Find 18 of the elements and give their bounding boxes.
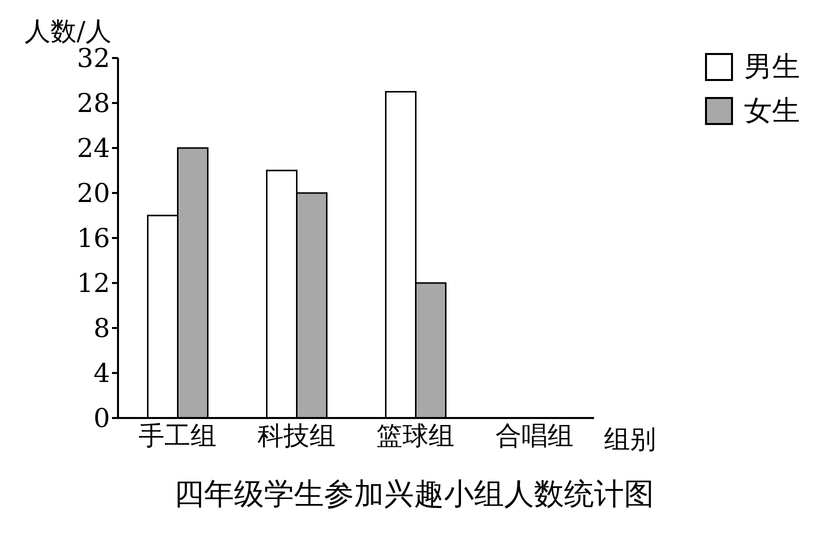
y-axis-title: 人数/人 (24, 17, 112, 47)
y-tick-label: 20 (76, 179, 110, 210)
y-tick-label: 0 (93, 404, 110, 434)
x-tick-label: 合唱组 (496, 421, 574, 452)
x-tick-label: 篮球组 (376, 421, 454, 452)
y-tick-label: 24 (76, 134, 110, 164)
y-tick-label: 4 (93, 359, 110, 390)
y-tick-label: 28 (76, 89, 110, 120)
legend-label: 男生 (744, 49, 800, 85)
y-tick-label: 12 (76, 269, 110, 300)
x-axis-title: 组别 (604, 425, 656, 456)
text: 四年级学生参加兴趣小组人数统计图 (173, 476, 655, 514)
x-tick-label: 手工组 (138, 421, 216, 452)
legend-label: 女生 (744, 93, 800, 129)
y-tick-label: 16 (76, 224, 110, 254)
y-tick-label: 32 (76, 44, 110, 74)
x-tick-label: 科技组 (258, 421, 336, 452)
y-tick-label: 8 (93, 314, 110, 344)
